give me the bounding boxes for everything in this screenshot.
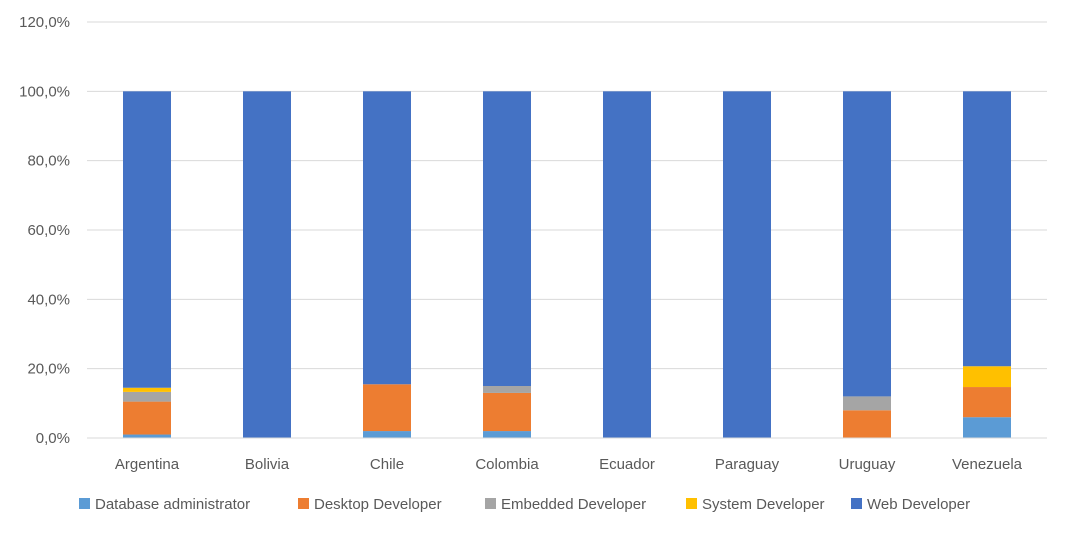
bar-segment <box>123 91 171 388</box>
x-tick-label: Colombia <box>475 456 539 473</box>
bar-stack-bolivia <box>243 91 291 438</box>
bar-segment <box>603 91 651 438</box>
bar-segment <box>363 91 411 385</box>
bar-segment <box>843 410 891 438</box>
x-tick-label: Paraguay <box>715 456 780 473</box>
x-tick-label: Uruguay <box>839 456 896 473</box>
bar-segment <box>123 434 171 438</box>
legend-label: Web Developer <box>867 496 970 513</box>
x-tick-label: Ecuador <box>599 456 655 473</box>
x-axis-tick-labels: Argentina Bolivia Chile Colombia Ecuador Para… <box>115 456 1023 473</box>
legend-label: Database administrator <box>95 496 250 513</box>
legend: Database administrator Desktop Developer E… <box>79 496 970 513</box>
y-tick-label: 40,0% <box>27 291 70 308</box>
bar-segment <box>483 392 531 432</box>
bar-segment <box>483 91 531 386</box>
y-tick-label: 0,0% <box>36 430 70 447</box>
legend-item: Web Developer <box>851 496 970 513</box>
legend-swatch <box>485 498 496 509</box>
bar-segment <box>963 387 1011 418</box>
bar-segment <box>963 366 1011 388</box>
bar-segment <box>243 91 291 438</box>
legend-swatch <box>298 498 309 509</box>
legend-label: Embedded Developer <box>501 496 646 513</box>
bar-segment <box>963 417 1011 438</box>
legend-swatch <box>686 498 697 509</box>
legend-swatch <box>79 498 90 509</box>
bar-stack-colombia <box>483 91 531 438</box>
bar-stack-argentina <box>123 91 171 438</box>
x-tick-label: Chile <box>370 456 404 473</box>
bar-stack-ecuador <box>603 91 651 438</box>
x-tick-label: Bolivia <box>245 456 290 473</box>
bar-segment <box>963 91 1011 367</box>
bar-segment <box>123 391 171 402</box>
bar-segment <box>843 396 891 411</box>
legend-swatch <box>851 498 862 509</box>
y-axis-tick-labels: 0,0% 20,0% 40,0% 60,0% 80,0% 100,0% 120,0% <box>19 14 70 447</box>
gridlines <box>87 21 1047 370</box>
legend-label: Desktop Developer <box>314 496 442 513</box>
bars <box>123 91 1011 438</box>
bar-segment <box>363 431 411 438</box>
bar-stack-chile <box>363 91 411 438</box>
legend-item: Desktop Developer <box>298 496 442 513</box>
legend-item: System Developer <box>686 496 825 513</box>
y-tick-label: 100,0% <box>19 83 70 100</box>
legend-label: System Developer <box>702 496 825 513</box>
y-tick-label: 80,0% <box>27 153 70 170</box>
bar-segment <box>483 386 531 393</box>
x-tick-label: Argentina <box>115 456 180 473</box>
bar-segment <box>843 91 891 397</box>
y-tick-label: 20,0% <box>27 361 70 378</box>
bar-segment <box>363 384 411 432</box>
x-tick-label: Venezuela <box>952 456 1023 473</box>
legend-item: Database administrator <box>79 496 250 513</box>
bar-segment <box>723 91 771 438</box>
legend-item: Embedded Developer <box>485 496 646 513</box>
bar-stack-venezuela <box>963 91 1011 438</box>
bar-segment <box>123 401 171 435</box>
y-tick-label: 60,0% <box>27 222 70 239</box>
bar-segment <box>483 431 531 438</box>
bar-segment <box>123 387 171 392</box>
bar-stack-uruguay <box>843 91 891 438</box>
bar-stack-paraguay <box>723 91 771 438</box>
y-tick-label: 120,0% <box>19 14 70 31</box>
